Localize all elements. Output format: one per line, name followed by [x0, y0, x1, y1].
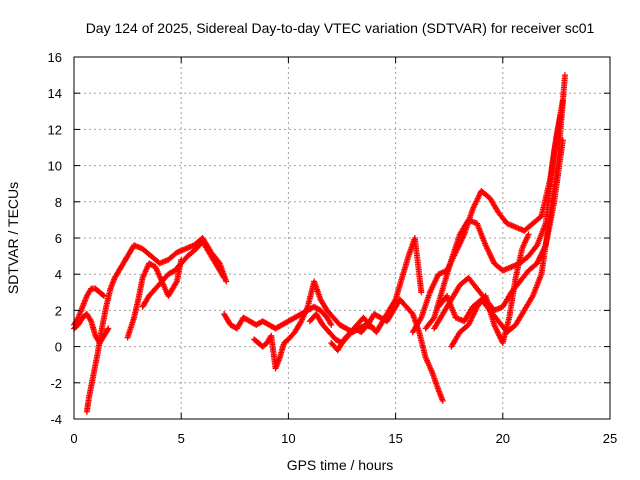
data-point: [418, 289, 425, 296]
data-point: [105, 325, 112, 332]
series-arc-k: [422, 111, 564, 332]
data-point: [104, 326, 111, 333]
y-tick-label: 16: [48, 50, 62, 65]
x-tick-label: 20: [496, 431, 510, 446]
series-arc-i: [328, 235, 425, 354]
x-tick-label: 25: [603, 431, 617, 446]
y-tick-label: 2: [55, 303, 62, 318]
data-point: [101, 292, 108, 299]
gridlines: [74, 57, 610, 419]
x-tick-label: 5: [178, 431, 185, 446]
y-axis-label: SDTVAR / TECUs: [5, 182, 21, 294]
x-tick-label: 10: [281, 431, 295, 446]
y-tick-label: 14: [48, 86, 62, 101]
y-tick-label: 12: [48, 122, 62, 137]
axis-ticks: 0 5 10 15 20 25 -4 -2 0 2 4 6 8 10 12 14 16: [48, 50, 618, 446]
y-tick-label: 4: [55, 267, 62, 282]
y-tick-label: 0: [55, 340, 62, 355]
data-point: [99, 292, 106, 299]
y-tick-label: -4: [50, 412, 62, 427]
data-point: [223, 278, 230, 285]
data-point: [328, 321, 335, 328]
series-arc-c: [83, 235, 230, 415]
data-point: [561, 72, 568, 79]
data-point: [221, 274, 228, 281]
series-arc-n: [448, 231, 532, 350]
chart-title: Day 124 of 2025, Sidereal Day-to-day VTE…: [86, 20, 595, 36]
data-point: [439, 397, 446, 404]
x-tick-label: 15: [388, 431, 402, 446]
x-tick-label: 0: [70, 431, 77, 446]
y-tick-label: 8: [55, 195, 62, 210]
series-arc-f: [221, 303, 335, 332]
data-points: [71, 72, 568, 415]
x-axis-label: GPS time / hours: [287, 457, 394, 473]
y-tick-label: 10: [48, 159, 62, 174]
data-point: [557, 111, 564, 118]
data-point: [525, 231, 532, 238]
series-arc-e: [139, 238, 228, 310]
y-tick-label: -2: [50, 376, 62, 391]
y-tick-label: 6: [55, 231, 62, 246]
